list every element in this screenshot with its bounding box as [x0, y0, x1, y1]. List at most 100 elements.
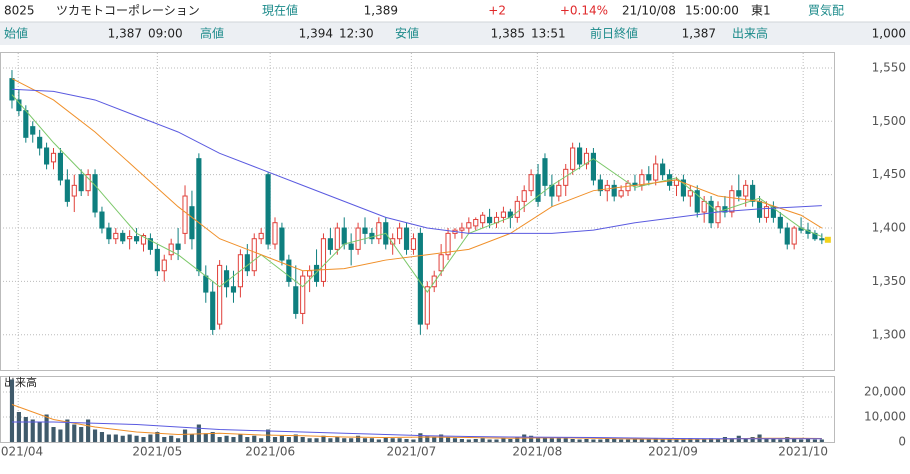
volume-bar	[709, 438, 714, 442]
candle-body	[106, 227, 112, 240]
candle-body	[175, 243, 181, 250]
candle-body	[625, 182, 631, 192]
candle-body	[37, 136, 43, 149]
volume-bar	[79, 427, 84, 442]
volume-bar	[141, 437, 146, 442]
volume-bar	[369, 438, 374, 442]
volume-bar	[217, 437, 222, 442]
volume-bar	[106, 434, 111, 442]
volume-bar	[625, 439, 631, 442]
volume-bar	[58, 429, 63, 442]
volume-bar	[570, 439, 575, 442]
candle-body	[279, 227, 285, 261]
candle-body	[770, 206, 776, 218]
candle-body	[133, 236, 140, 242]
label: 高値	[200, 26, 224, 41]
candle-body	[140, 235, 147, 245]
candle-body	[272, 222, 278, 245]
candle-body	[660, 163, 666, 176]
candle-body	[604, 184, 610, 192]
market: 東1	[751, 4, 771, 18]
volume-bar	[508, 439, 513, 442]
volume-bar	[349, 438, 354, 442]
y-tick-label: 1,550	[872, 60, 906, 74]
volume-bar	[203, 433, 208, 442]
volume-bar	[473, 439, 478, 442]
volume-bar	[286, 437, 291, 442]
candle-body	[127, 236, 133, 240]
candle-body	[743, 184, 749, 197]
label: 買気配	[808, 3, 844, 18]
moving-average	[11, 88, 822, 234]
volume-bar	[598, 439, 603, 442]
candle-body	[313, 264, 320, 282]
volume-bar	[674, 439, 679, 442]
candle-body	[355, 227, 361, 250]
x-tick-label: 2021/07	[386, 445, 436, 459]
candle-body	[307, 270, 313, 277]
volume-frame	[0, 376, 835, 443]
candle-body	[577, 147, 583, 165]
candle-body	[251, 238, 257, 272]
candle-body	[535, 174, 541, 202]
candle-body	[376, 222, 382, 240]
volume-bar	[480, 438, 485, 442]
volume-bar	[445, 437, 451, 442]
volume-bar	[764, 438, 769, 442]
volume-bar	[466, 439, 471, 442]
candle-body	[687, 190, 693, 197]
candle-body	[750, 184, 756, 202]
volume-bar	[819, 439, 824, 442]
candle-body	[286, 259, 292, 282]
x-tick-label: 2021/04	[0, 445, 43, 459]
volume-bar	[425, 435, 430, 442]
volume-bar	[681, 439, 686, 442]
volume-bar	[432, 437, 437, 442]
volume-bar	[224, 435, 229, 442]
y-tick-label: 1,350	[872, 274, 906, 288]
moving-average	[11, 404, 822, 440]
volume-bar	[556, 438, 561, 442]
candle-body	[729, 190, 735, 213]
x-tick-label: 2021/06	[245, 445, 295, 459]
volume-bar	[9, 379, 15, 442]
candle-body	[653, 163, 659, 181]
candle-body	[210, 291, 216, 330]
prev: 1,387	[682, 27, 716, 41]
candle-body	[265, 174, 271, 245]
candle-body	[390, 238, 396, 245]
candle-body	[424, 286, 430, 325]
date: 21/10/08	[622, 4, 676, 18]
volume-bar	[715, 439, 721, 442]
candle-body	[417, 232, 423, 325]
candle-body	[556, 184, 562, 197]
candle-body	[30, 126, 36, 135]
high: 1,394	[299, 27, 333, 41]
volume-bar	[162, 437, 167, 442]
volume-bar	[72, 424, 77, 442]
candle-body	[85, 174, 91, 192]
candle-body	[120, 232, 126, 242]
candle-body	[514, 200, 520, 218]
candle-body	[542, 158, 548, 186]
volume-bar	[515, 437, 520, 442]
candle-body	[99, 211, 105, 229]
candle-body	[480, 214, 486, 224]
volume-bar	[743, 438, 748, 442]
volume-bar	[169, 435, 174, 442]
volume-bar	[459, 439, 464, 442]
time: 09:00	[148, 27, 183, 41]
volume-bar	[785, 437, 790, 442]
open: 1,387	[108, 27, 142, 41]
x-tick-label: 2021/10	[778, 445, 828, 459]
candle-body	[64, 179, 70, 202]
time: 13:51	[531, 27, 566, 41]
candle-body	[147, 238, 153, 250]
candle-body	[500, 211, 507, 218]
volume-bar	[660, 439, 665, 442]
volume-bar	[259, 438, 264, 442]
volume-bar	[279, 435, 285, 442]
volume-bar	[771, 439, 776, 442]
volume-bar	[155, 432, 160, 442]
